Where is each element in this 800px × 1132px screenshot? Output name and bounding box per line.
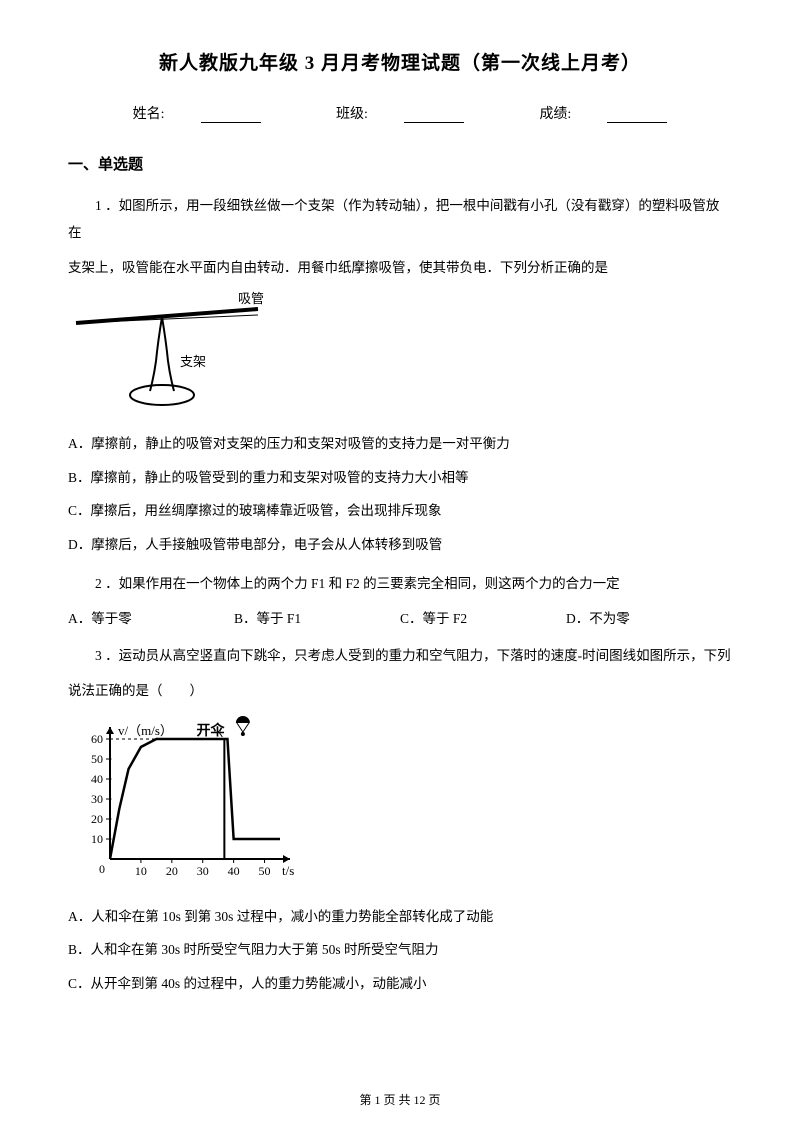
svg-text:10: 10 [135, 864, 147, 878]
svg-text:0: 0 [99, 862, 105, 876]
class-label: 班级: [336, 107, 368, 122]
svg-text:30: 30 [91, 792, 103, 806]
stand-label: 支架 [180, 354, 206, 369]
section-header: 一、单选题 [68, 153, 732, 174]
q3-chart: 10 20 30 40 50 60 0 10 20 30 40 50 v/（m/s） t/s 开伞 [68, 714, 732, 884]
svg-text:50: 50 [259, 864, 271, 878]
svg-text:50: 50 [91, 752, 103, 766]
q3-option-b: B．人和伞在第 30s 时所受空气阻力大于第 50s 时所受空气阻力 [68, 935, 732, 965]
q2-num: 2 ． [95, 576, 119, 591]
q2-option-a: A．等于零 [68, 605, 234, 632]
q1-text: 1 ．如图所示，用一段细铁丝做一个支架（作为转动轴），把一根中间戳有小孔（没有戳… [68, 192, 732, 246]
q3-option-c: C．从开伞到第 40s 的过程中，人的重力势能减小，动能减小 [68, 969, 732, 999]
name-label: 姓名: [133, 107, 165, 122]
straw-label: 吸管 [238, 291, 264, 306]
svg-text:开伞: 开伞 [197, 722, 226, 739]
q1-option-a: A．摩擦前，静止的吸管对支架的压力和支架对吸管的支持力是一对平衡力 [68, 429, 732, 459]
svg-text:t/s: t/s [282, 863, 294, 878]
score-blank [607, 109, 667, 123]
svg-text:v/（m/s）: v/（m/s） [118, 723, 173, 738]
name-blank [201, 109, 261, 123]
q2-text-main: 如果作用在一个物体上的两个力 F1 和 F2 的三要素完全相同，则这两个力的合力… [119, 576, 620, 591]
page-title: 新人教版九年级 3 月月考物理试题（第一次线上月考） [68, 48, 732, 75]
svg-text:10: 10 [91, 832, 103, 846]
q2-text: 2 ．如果作用在一个物体上的两个力 F1 和 F2 的三要素完全相同，则这两个力… [68, 570, 732, 597]
q2-options: A．等于零 B．等于 F1 C．等于 F2 D．不为零 [68, 605, 732, 632]
score-label: 成绩: [539, 107, 571, 122]
q2-option-b: B．等于 F1 [234, 605, 400, 632]
svg-text:20: 20 [166, 864, 178, 878]
q3-option-a: A．人和伞在第 10s 到第 30s 过程中，减小的重力势能全部转化成了动能 [68, 902, 732, 932]
q2-option-c: C．等于 F2 [400, 605, 566, 632]
q3-text-a: 运动员从高空竖直向下跳伞，只考虑人受到的重力和空气阻力，下落时的速度-时间图线如… [119, 648, 731, 663]
info-row: 姓名: 班级: 成绩: [68, 103, 732, 123]
q2-option-d: D．不为零 [566, 605, 732, 632]
q3-text-b: 说法正确的是（ ） [68, 677, 732, 704]
q1-num: 1 ． [95, 198, 119, 213]
svg-text:20: 20 [91, 812, 103, 826]
q1-text-a: 如图所示，用一段细铁丝做一个支架（作为转动轴），把一根中间戳有小孔（没有戳穿）的… [68, 198, 719, 240]
q1-figure: 吸管 支架 [68, 291, 732, 411]
svg-text:60: 60 [91, 732, 103, 746]
q1-option-c: C．摩擦后，用丝绸摩擦过的玻璃棒靠近吸管，会出现排斥现象 [68, 496, 732, 526]
q1-option-d: D．摩擦后，人手接触吸管带电部分，电子会从人体转移到吸管 [68, 530, 732, 560]
page-footer: 第 1 页 共 12 页 [0, 1091, 800, 1108]
q3-num: 3 ． [95, 648, 119, 663]
svg-text:40: 40 [228, 864, 240, 878]
q3-text: 3 ．运动员从高空竖直向下跳伞，只考虑人受到的重力和空气阻力，下落时的速度-时间… [68, 642, 732, 669]
svg-text:30: 30 [197, 864, 209, 878]
q1-option-b: B．摩擦前，静止的吸管受到的重力和支架对吸管的支持力大小相等 [68, 463, 732, 493]
class-blank [404, 109, 464, 123]
svg-text:40: 40 [91, 772, 103, 786]
q1-text-b: 支架上，吸管能在水平面内自由转动．用餐巾纸摩擦吸管，使其带负电．下列分析正确的是 [68, 254, 732, 281]
